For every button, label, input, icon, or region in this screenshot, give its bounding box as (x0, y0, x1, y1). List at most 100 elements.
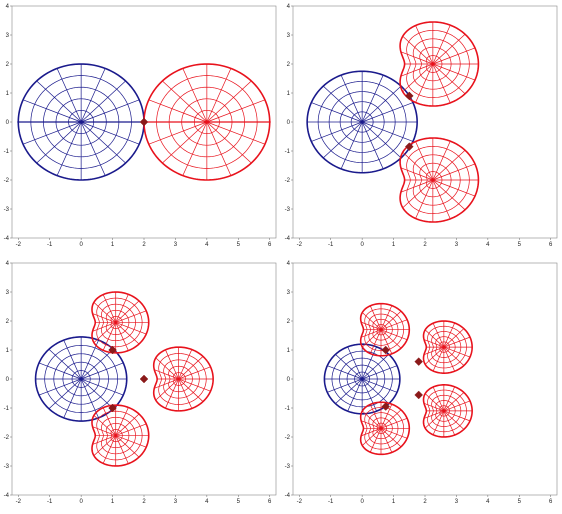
polar-spoke (115, 300, 140, 323)
polar-spoke (178, 356, 204, 380)
polar-spoke (93, 435, 116, 456)
polar-spoke (206, 80, 252, 123)
polar-spoke (362, 365, 398, 380)
polar-spoke (361, 346, 377, 380)
y-tick-label: -4 (285, 236, 291, 242)
x-tick-label: 6 (268, 242, 272, 248)
y-tick-label: -3 (4, 207, 10, 213)
polar-spoke (178, 366, 211, 380)
polar-spoke (361, 74, 384, 123)
polar-spoke (206, 68, 232, 123)
polar-spoke (48, 378, 82, 409)
polar-spoke (178, 378, 193, 409)
polar-spoke (362, 312, 382, 330)
diamond-marker (108, 345, 117, 355)
polar-spoke (443, 410, 471, 422)
polar-spoke (115, 322, 147, 335)
polar-spoke (347, 378, 363, 412)
polar-spoke (423, 410, 444, 419)
red-polar-plot (143, 63, 271, 181)
polar-spoke (443, 400, 471, 412)
polar-spoke (362, 428, 382, 446)
polar-spoke (93, 302, 116, 323)
polar-spoke (155, 357, 179, 380)
x-tick-label: 4 (486, 242, 490, 248)
polar-spoke (362, 329, 382, 348)
polar-spoke (443, 410, 455, 436)
polar-spoke (402, 63, 434, 93)
polar-spoke (400, 51, 433, 65)
polar-spoke (81, 362, 124, 380)
x-tick-label: 3 (174, 242, 178, 248)
x-tick-label: 5 (237, 242, 241, 248)
polar-spoke (402, 151, 434, 181)
polar-spoke (400, 167, 433, 181)
x-tick-label: 3 (455, 242, 459, 248)
y-tick-label: -2 (285, 435, 291, 441)
polar-spoke (148, 99, 207, 123)
polar-spoke (155, 378, 179, 401)
polar-spoke (423, 339, 444, 348)
polar-spoke (432, 63, 451, 103)
x-tick-label: 2 (142, 499, 146, 505)
polar-spoke (380, 329, 408, 341)
polar-outer-boundary (306, 70, 418, 174)
x-tick-label: 3 (455, 499, 459, 505)
x-tick-label: 3 (174, 499, 178, 505)
y-tick-label: 4 (6, 4, 10, 10)
y-tick-label: -1 (4, 406, 10, 412)
polar-outer-boundary (359, 302, 411, 357)
polar-spoke (115, 322, 140, 345)
polar-spoke (206, 121, 232, 176)
polar-spoke (380, 428, 393, 453)
polar-spoke (206, 121, 252, 164)
polar-spoke (115, 322, 129, 351)
polar-outer-boundary (91, 291, 150, 354)
x-tick-label: 2 (423, 242, 427, 248)
y-tick-label: 2 (6, 319, 10, 325)
polar-spoke (443, 346, 465, 366)
polar-spoke (327, 378, 363, 393)
x-tick-label: 5 (237, 499, 241, 505)
polar-spoke (56, 68, 82, 123)
polar-spoke (432, 34, 466, 65)
y-tick-label: -4 (285, 493, 291, 499)
polar-spoke (415, 179, 434, 219)
polar-spoke (443, 410, 465, 430)
x-tick-label: 2 (142, 242, 146, 248)
polar-spoke (443, 346, 471, 358)
polar-spoke (92, 426, 116, 436)
chart-panel-4: -2 -1 0 1 2 3 4 5 6 -4 -3 -2 -1 0 1 2 3 4 (281, 257, 562, 514)
polar-spoke (148, 121, 207, 145)
x-tick-label: 4 (486, 499, 490, 505)
polar-spoke (432, 386, 445, 412)
x-tick-label: 0 (79, 242, 83, 248)
y-tick-label: 3 (287, 290, 291, 296)
x-tick-label: 4 (205, 242, 209, 248)
polar-spoke (178, 378, 211, 392)
polar-spoke (22, 99, 82, 123)
diamond-marker (405, 142, 414, 151)
polar-spoke (369, 329, 382, 354)
polar-spoke (80, 80, 126, 123)
red-polar-plot (91, 291, 150, 354)
polar-spoke (340, 74, 363, 123)
diamond-marker (139, 117, 149, 127)
y-tick-label: 0 (6, 120, 10, 126)
y-tick-label: 4 (6, 261, 10, 267)
polar-spoke (115, 413, 140, 436)
polar-spoke (80, 340, 99, 380)
polar-spoke (432, 410, 445, 435)
polar-spoke (38, 362, 82, 380)
x-tick-label: 1 (392, 499, 396, 505)
polar-spoke (80, 121, 106, 176)
polar-spoke (443, 346, 455, 372)
red-polar-plot (91, 404, 150, 467)
polar-spoke (115, 407, 129, 436)
polar-spoke (323, 121, 363, 159)
polar-spoke (361, 420, 382, 429)
y-tick-label: 1 (6, 91, 10, 97)
polar-spoke (92, 322, 116, 332)
y-tick-label: 3 (6, 33, 10, 39)
x-tick-label: 4 (205, 499, 209, 505)
